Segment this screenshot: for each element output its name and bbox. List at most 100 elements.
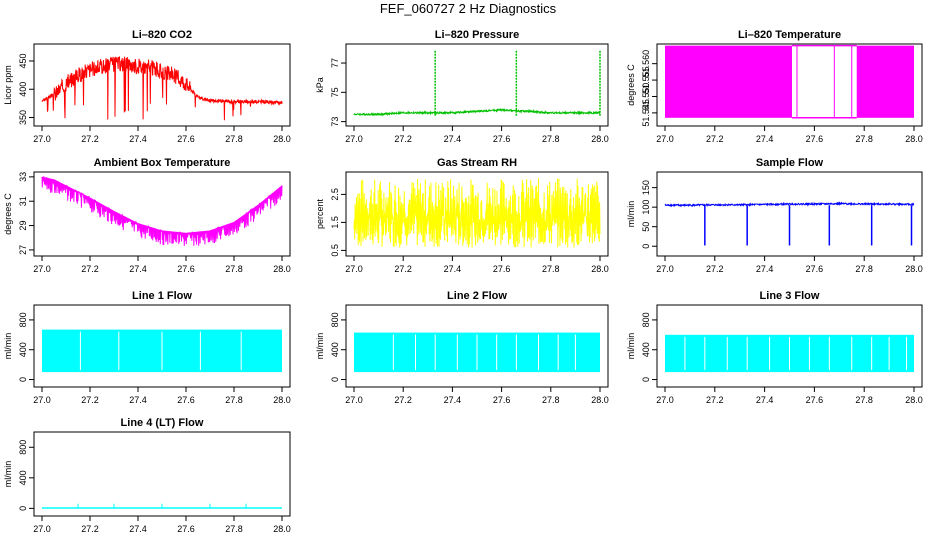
x-tick-label: 27.8 bbox=[542, 134, 560, 144]
x-tick-label: 27.6 bbox=[493, 264, 511, 274]
plot-frame bbox=[33, 431, 291, 517]
chart-title: Line 1 Flow bbox=[132, 290, 192, 302]
series-line bbox=[41, 56, 283, 121]
x-tick-label: 27.4 bbox=[756, 134, 774, 144]
x-tick-label: 27.2 bbox=[394, 264, 412, 274]
chart-line3: Line 3 Flow ml/min 27.0 27.2 27.4 27.6 27.8 28.… bbox=[626, 290, 923, 405]
y-tick-label: 51.545 bbox=[641, 99, 651, 127]
y-axis-label: ml/min bbox=[3, 461, 13, 488]
x-tick-label: 27.0 bbox=[33, 134, 51, 144]
y-tick-label: 51.560 bbox=[641, 50, 651, 78]
chart-sample_flow: Sample Flow ml/min 27.0 27.2 27.4 27.6 27.8 28.… bbox=[626, 157, 923, 274]
chart-title: Li–820 CO2 bbox=[132, 29, 192, 41]
y-tick-label: 51.550 bbox=[641, 83, 651, 111]
chart-title: Li–820 Pressure bbox=[435, 29, 519, 41]
y-axis-label: Licor ppm bbox=[3, 65, 13, 105]
plot-frame bbox=[33, 43, 291, 127]
y-axis-label: degrees C bbox=[3, 193, 13, 235]
x-tick-label: 27.8 bbox=[225, 524, 243, 534]
x-tick-label: 27.0 bbox=[33, 395, 51, 405]
x-tick-label: 27.4 bbox=[129, 395, 147, 405]
y-axis-label: percent bbox=[315, 198, 325, 229]
x-tick-label: 27.2 bbox=[706, 264, 724, 274]
y-tick-label: 800 bbox=[18, 312, 28, 327]
chart-line1: Line 1 Flow ml/min 27.0 27.2 27.4 27.6 27.8 28.… bbox=[3, 290, 291, 405]
y-tick-label: 400 bbox=[641, 342, 651, 357]
chart-title: Line 2 Flow bbox=[447, 290, 507, 302]
x-tick-label: 27.8 bbox=[855, 264, 873, 274]
x-tick-label: 27.8 bbox=[855, 134, 873, 144]
y-tick-label: 33 bbox=[18, 172, 28, 182]
plot-frame bbox=[345, 171, 609, 257]
x-tick-label: 27.6 bbox=[493, 395, 511, 405]
y-tick-label: 1.5 bbox=[330, 216, 340, 229]
x-tick-label: 27.0 bbox=[33, 524, 51, 534]
x-tick-label: 27.0 bbox=[345, 134, 363, 144]
y-tick-label: 0 bbox=[18, 506, 28, 511]
x-tick-label: 28.0 bbox=[273, 264, 291, 274]
x-tick-label: 27.4 bbox=[129, 264, 147, 274]
series-line bbox=[41, 175, 283, 246]
x-tick-label: 28.0 bbox=[905, 395, 923, 405]
plot-frame bbox=[656, 43, 923, 127]
x-tick-label: 27.6 bbox=[806, 264, 824, 274]
y-tick-label: 29 bbox=[18, 221, 28, 231]
x-tick-label: 27.2 bbox=[81, 524, 99, 534]
x-tick-label: 27.6 bbox=[177, 134, 195, 144]
chart-co2: Li–820 CO2 Licor ppm 27.0 27.2 27.4 27.6 27.8 2… bbox=[3, 29, 291, 144]
y-tick-label: 0.5 bbox=[330, 244, 340, 257]
y-tick-label: 350 bbox=[18, 110, 28, 125]
x-tick-label: 27.0 bbox=[345, 264, 363, 274]
y-tick-label: 31 bbox=[18, 196, 28, 206]
x-tick-label: 27.2 bbox=[706, 134, 724, 144]
x-tick-label: 27.2 bbox=[394, 134, 412, 144]
chart-title: Line 4 (LT) Flow bbox=[121, 417, 204, 429]
y-tick-label: 77 bbox=[330, 58, 340, 68]
x-tick-label: 27.4 bbox=[756, 264, 774, 274]
x-tick-label: 27.4 bbox=[129, 134, 147, 144]
y-tick-label: 450 bbox=[18, 53, 28, 68]
x-tick-label: 28.0 bbox=[905, 264, 923, 274]
x-tick-label: 27.2 bbox=[706, 395, 724, 405]
x-tick-label: 28.0 bbox=[273, 134, 291, 144]
plot-frame bbox=[33, 171, 291, 257]
filled-band bbox=[856, 45, 914, 118]
x-tick-label: 28.0 bbox=[591, 395, 609, 405]
y-tick-label: 0 bbox=[18, 377, 28, 382]
y-tick-label: 150 bbox=[641, 180, 651, 195]
x-tick-label: 28.0 bbox=[273, 524, 291, 534]
x-tick-label: 27.4 bbox=[756, 395, 774, 405]
plot-frame bbox=[345, 43, 609, 127]
series-line bbox=[353, 177, 601, 248]
x-tick-label: 27.6 bbox=[177, 264, 195, 274]
chart-title: Line 3 Flow bbox=[760, 290, 820, 302]
y-tick-label: 51.555 bbox=[641, 66, 651, 94]
x-tick-label: 28.0 bbox=[591, 134, 609, 144]
x-tick-label: 27.6 bbox=[177, 524, 195, 534]
chart-title: Ambient Box Temperature bbox=[94, 157, 231, 169]
y-tick-label: 400 bbox=[330, 342, 340, 357]
x-tick-label: 27.8 bbox=[225, 264, 243, 274]
x-tick-label: 27.4 bbox=[129, 524, 147, 534]
x-tick-label: 27.4 bbox=[444, 264, 462, 274]
y-axis-label: degrees C bbox=[626, 64, 636, 106]
x-tick-label: 27.6 bbox=[806, 395, 824, 405]
x-tick-label: 27.8 bbox=[225, 134, 243, 144]
y-tick-label: 800 bbox=[330, 312, 340, 327]
y-tick-label: 73 bbox=[330, 117, 340, 127]
page-title: FEF_060727 2 Hz Diagnostics bbox=[379, 1, 557, 16]
y-tick-label: 800 bbox=[641, 312, 651, 327]
y-axis-label: ml/min bbox=[315, 333, 325, 360]
x-tick-label: 27.0 bbox=[656, 395, 674, 405]
chart-ambient: Ambient Box Temperature degrees C 27.0 27.2… bbox=[3, 157, 291, 274]
x-tick-label: 27.4 bbox=[444, 395, 462, 405]
x-tick-label: 27.8 bbox=[855, 395, 873, 405]
plot-frame bbox=[33, 304, 291, 388]
chart-pressure: Li–820 Pressure kPa 27.0 27.2 27.4 27.6 27.8 28… bbox=[315, 29, 609, 144]
y-tick-label: 27 bbox=[18, 245, 28, 255]
chart-rh: Gas Stream RH percent 27.0 27.2 27.4 27.6 27.8… bbox=[315, 157, 609, 274]
y-tick-label: 0 bbox=[641, 244, 651, 249]
chart-line4: Line 4 (LT) Flow ml/min 27.0 27.2 27.4 27.6 27… bbox=[3, 417, 291, 534]
y-axis-label: ml/min bbox=[626, 201, 636, 228]
